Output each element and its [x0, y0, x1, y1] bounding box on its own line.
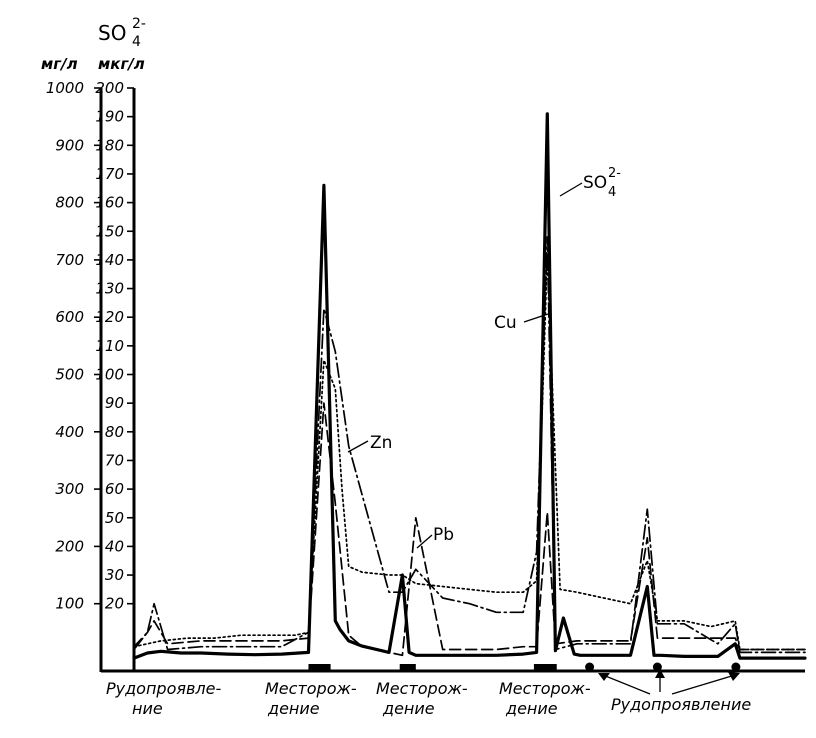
left-tick-label: 800 [55, 194, 84, 212]
right-tick-label: 50 [105, 509, 124, 527]
series-label-so4-subscript: 4 [608, 185, 616, 200]
right-tick-label: 70 [105, 451, 124, 469]
left-tick-label: 500 [55, 366, 84, 384]
category-label-deposit-2b: дение [382, 699, 435, 718]
category-label-occurrence-1b: ние [132, 699, 163, 718]
right-tick-label: 190 [95, 108, 124, 126]
left-tick-label: 1000 [46, 79, 84, 97]
left-tick-label: 900 [55, 136, 84, 154]
axis-titles: SO 2- 4 мг/л мкг/л [41, 16, 146, 73]
right-tick-label: 90 [105, 394, 124, 412]
right-axis-unit: мкг/л [98, 55, 145, 73]
category-label-occurrence-2: Рудопроявление [611, 695, 751, 714]
category-label-deposit-1a: Месторож- [265, 679, 357, 698]
arrow-head-left [598, 673, 610, 681]
right-tick-label: 200 [95, 79, 124, 97]
deposit-bar [533, 664, 557, 670]
right-tick-label: 170 [95, 165, 124, 183]
category-label-deposit-1b: дение [267, 699, 320, 718]
category-label-deposit-3a: Месторож- [499, 679, 591, 698]
right-tick-label: 30 [105, 566, 124, 584]
arrow-line-right [671, 674, 736, 695]
chart-title-superscript: 2- [132, 16, 146, 32]
arrow-head-middle [655, 669, 665, 678]
chart-title: SO [98, 21, 126, 45]
left-axis-ticks: 100 200 300 400 500 600 700 800 900 1000 [46, 79, 101, 613]
right-tick-label: 180 [95, 136, 124, 154]
left-tick-label: 200 [55, 537, 84, 555]
right-tick-label: 130 [95, 280, 124, 298]
right-tick-label: 60 [105, 480, 124, 498]
series-leader-zn [347, 440, 369, 453]
axes [99, 88, 805, 673]
occurrence-marker [652, 662, 662, 672]
left-tick-label: 300 [55, 480, 84, 498]
series-line-pb [133, 253, 806, 651]
right-tick-label: 80 [105, 423, 124, 441]
deposit-bar [399, 664, 416, 670]
left-axis-unit: мг/л [41, 55, 78, 73]
category-label-deposit-2a: Месторож- [376, 679, 468, 698]
arrow-head-right [728, 672, 740, 681]
left-tick-label: 100 [55, 595, 84, 613]
x-axis-markers [308, 662, 741, 672]
right-tick-label: 40 [105, 537, 124, 555]
right-tick-label: 20 [105, 595, 124, 613]
occurrence-marker [731, 662, 741, 672]
category-labels: Рудопроявле- ние Месторож- дение Месторо… [106, 679, 751, 718]
series-label-zn: Zn [370, 433, 392, 453]
category-label-occurrence-1a: Рудопроявле- [106, 679, 222, 698]
series-leader-cu [523, 313, 549, 323]
right-tick-label: 150 [95, 222, 124, 240]
arrow-line-left [602, 674, 651, 695]
occurrence-arrows [598, 669, 740, 695]
series-label-pb: Pb [433, 525, 454, 545]
right-tick-label: 120 [95, 308, 124, 326]
left-tick-label: 400 [55, 423, 84, 441]
series-line-cu [133, 236, 806, 654]
chart-title-subscript: 4 [132, 34, 141, 50]
series-line-so [132, 112, 807, 660]
category-label-deposit-3b: дение [505, 699, 558, 718]
right-tick-label: 140 [95, 251, 124, 269]
series-lines [132, 112, 807, 660]
series-leader-so4 [559, 182, 583, 197]
series-line-zn [133, 402, 806, 657]
series-leader-pb [416, 534, 433, 549]
series-label-so4: SO [583, 173, 607, 193]
series-labels: SO 2- 4 Cu Zn Pb [347, 166, 621, 549]
right-tick-label: 160 [95, 194, 124, 212]
occurrence-marker [585, 662, 595, 672]
left-tick-label: 600 [55, 308, 84, 326]
left-tick-label: 700 [55, 251, 84, 269]
right-tick-label: 100 [95, 366, 124, 384]
series-label-cu: Cu [494, 313, 517, 333]
deposit-bar [308, 664, 331, 670]
right-axis-ticks: 20 30 40 50 60 70 80 90 100 110 120 130 140 150 160 170… [95, 79, 134, 613]
series-label-so4-superscript: 2- [608, 166, 621, 181]
right-tick-label: 110 [95, 337, 124, 355]
